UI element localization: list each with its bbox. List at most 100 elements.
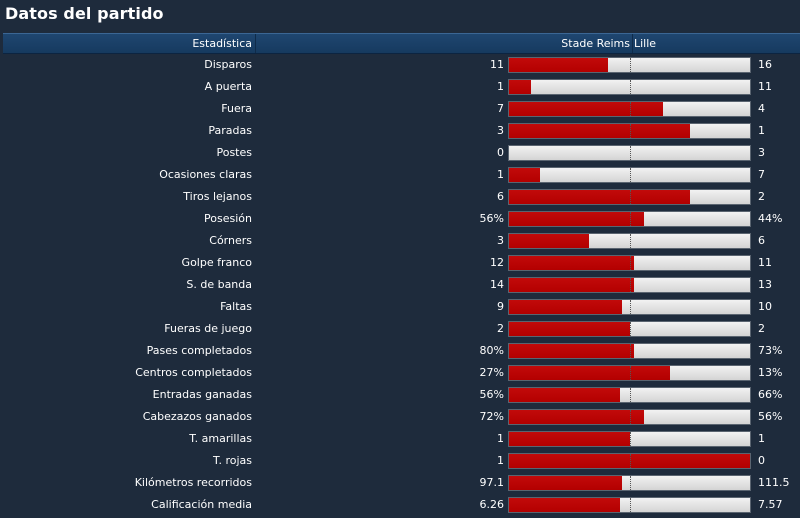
- bar-midline: [630, 146, 631, 160]
- stat-label: Disparos: [204, 58, 252, 71]
- comparison-bar: [508, 79, 751, 95]
- home-value: 97.1: [479, 476, 505, 489]
- comparison-bar: [508, 365, 751, 381]
- stat-label: S. de banda: [186, 278, 252, 291]
- away-value: 13: [758, 278, 772, 291]
- home-share-fill: [509, 168, 540, 182]
- away-value: 73%: [758, 344, 783, 357]
- home-value: 27%: [479, 366, 504, 379]
- away-value: 11: [758, 256, 772, 269]
- away-value: 2: [758, 190, 765, 203]
- home-value: 9: [497, 300, 504, 313]
- away-value: 0: [758, 454, 765, 467]
- away-value: 56%: [758, 410, 783, 423]
- home-share-fill: [509, 388, 620, 402]
- comparison-bar: [508, 343, 751, 359]
- stat-label: Fueras de juego: [164, 322, 252, 335]
- stat-row: Calificación media 6.26 7.57: [0, 494, 800, 516]
- home-share-fill: [509, 256, 634, 270]
- home-value: 14: [490, 278, 504, 291]
- stat-row: Postes 0 3: [0, 142, 800, 164]
- stat-row: Paradas 3 1: [0, 120, 800, 142]
- home-value: 2: [497, 322, 504, 335]
- bar-midline: [630, 366, 631, 380]
- away-value: 1: [758, 124, 765, 137]
- bar-midline: [630, 322, 631, 336]
- away-value: 13%: [758, 366, 783, 379]
- home-share-fill: [509, 322, 630, 336]
- comparison-bar: [508, 233, 751, 249]
- away-value: 6: [758, 234, 765, 247]
- home-share-fill: [509, 58, 608, 72]
- comparison-bar: [508, 453, 751, 469]
- bar-midline: [630, 80, 631, 94]
- bar-midline: [630, 234, 631, 248]
- comparison-bar: [508, 475, 751, 491]
- bar-midline: [630, 278, 631, 292]
- column-header-home-team[interactable]: Stade Reims: [256, 34, 633, 53]
- comparison-bar: [508, 299, 751, 315]
- stat-row: Kilómetros recorridos 97.1 111.5: [0, 472, 800, 494]
- home-share-fill: [509, 476, 622, 490]
- bar-midline: [630, 300, 631, 314]
- stat-label: Cabezazos ganados: [142, 410, 252, 423]
- home-share-fill: [509, 454, 750, 468]
- bar-midline: [630, 168, 631, 182]
- comparison-bar: [508, 123, 751, 139]
- home-value: 1: [497, 80, 504, 93]
- stat-row: Faltas 9 10: [0, 296, 800, 318]
- stat-row: Centros completados 27% 13%: [0, 362, 800, 384]
- comparison-bar: [508, 431, 751, 447]
- away-value: 16: [758, 58, 772, 71]
- home-share-fill: [509, 278, 634, 292]
- stat-label: T. amarillas: [189, 432, 252, 445]
- home-share-fill: [509, 498, 620, 512]
- stat-row: Tiros lejanos 6 2: [0, 186, 800, 208]
- away-value: 11: [758, 80, 772, 93]
- away-value: 111.5: [758, 476, 790, 489]
- home-share-fill: [509, 300, 622, 314]
- stat-label: Faltas: [220, 300, 252, 313]
- home-value: 1: [497, 168, 504, 181]
- bar-midline: [630, 344, 631, 358]
- comparison-bar: [508, 189, 751, 205]
- stat-label: Postes: [216, 146, 252, 159]
- column-header-stat[interactable]: Estadística: [3, 34, 256, 53]
- stat-row: Ocasiones claras 1 7: [0, 164, 800, 186]
- bar-midline: [630, 190, 631, 204]
- home-value: 12: [490, 256, 504, 269]
- home-value: 1: [497, 432, 504, 445]
- stat-row: S. de banda 14 13: [0, 274, 800, 296]
- stat-label: Tiros lejanos: [183, 190, 252, 203]
- stat-label: T. rojas: [213, 454, 252, 467]
- stat-label: Entradas ganadas: [152, 388, 252, 401]
- away-value: 4: [758, 102, 765, 115]
- away-value: 7.57: [758, 498, 783, 511]
- column-header-away-team[interactable]: Lille: [634, 37, 657, 50]
- away-value: 66%: [758, 388, 783, 401]
- stat-row: Fuera 7 4: [0, 98, 800, 120]
- home-share-fill: [509, 410, 644, 424]
- bar-midline: [630, 410, 631, 424]
- home-share-fill: [509, 366, 670, 380]
- home-value: 72%: [479, 410, 504, 423]
- away-value: 10: [758, 300, 772, 313]
- comparison-bar: [508, 387, 751, 403]
- stat-label: A puerta: [204, 80, 252, 93]
- page-title: Datos del partido: [5, 4, 164, 23]
- home-share-fill: [509, 212, 644, 226]
- stat-label: Posesión: [204, 212, 252, 225]
- stat-label: Centros completados: [135, 366, 252, 379]
- stat-label: Córners: [209, 234, 252, 247]
- stat-row: Golpe franco 12 11: [0, 252, 800, 274]
- home-share-fill: [509, 124, 690, 138]
- comparison-bar: [508, 145, 751, 161]
- stat-row: Córners 3 6: [0, 230, 800, 252]
- stat-label: Pases completados: [146, 344, 252, 357]
- comparison-bar: [508, 255, 751, 271]
- comparison-bar: [508, 277, 751, 293]
- column-header-home-label: Stade Reims: [561, 37, 630, 50]
- stat-label: Ocasiones claras: [159, 168, 252, 181]
- stat-row: Entradas ganadas 56% 66%: [0, 384, 800, 406]
- bar-midline: [630, 124, 631, 138]
